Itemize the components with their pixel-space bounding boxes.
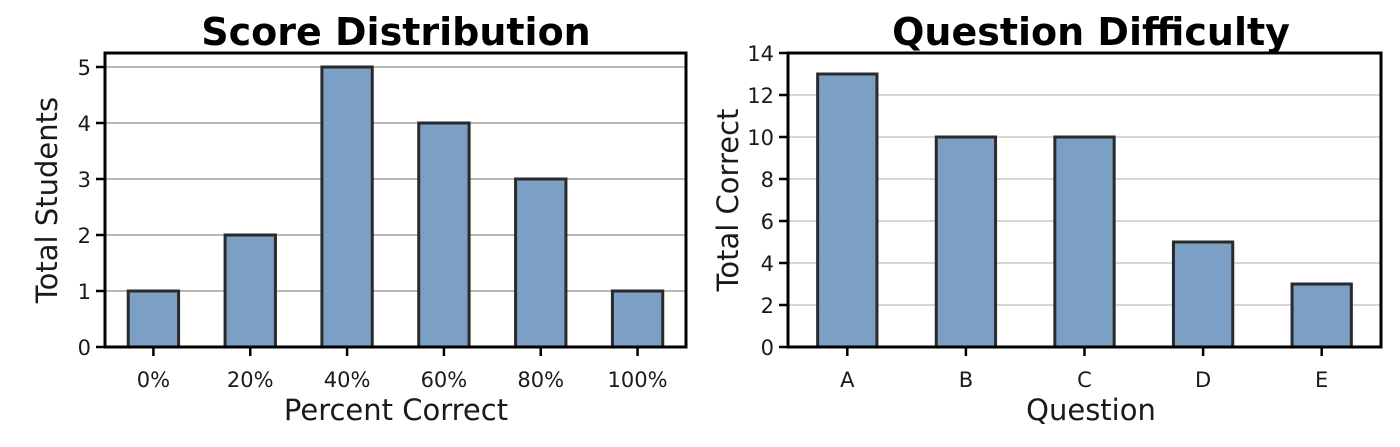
y-tick-label: 5 xyxy=(78,56,91,80)
y-axis-label-total-correct: Total Correct xyxy=(711,109,745,293)
score-distribution-plot: 0 1 2 3 4 5 0% 20% 40% 60% 80% 100% xyxy=(78,53,686,392)
bar-d xyxy=(1173,242,1232,347)
question-difficulty-chart: Question Difficulty Question Total Corre… xyxy=(711,10,1381,427)
x-tick-label: E xyxy=(1315,368,1328,392)
x-tick-label: A xyxy=(840,368,855,392)
question-difficulty-plot: 0 2 4 6 8 10 12 14 A B C D E xyxy=(747,42,1381,392)
chart-title-question-difficulty: Question Difficulty xyxy=(892,10,1290,54)
y-axis-label-total-students: Total Students xyxy=(30,97,64,304)
y-tick-label: 0 xyxy=(761,336,774,360)
y-tick-label: 14 xyxy=(747,42,774,66)
y-tick-label: 10 xyxy=(747,126,774,150)
bar-c xyxy=(1055,137,1114,347)
bar-40pct xyxy=(322,67,372,347)
y-tick-label: 12 xyxy=(747,84,774,108)
x-tick-label: 80% xyxy=(517,368,564,392)
bar-a xyxy=(818,74,877,347)
x-tick-label: C xyxy=(1077,368,1092,392)
y-tick-label: 2 xyxy=(78,224,91,248)
bar-60pct xyxy=(419,123,469,347)
bar-b xyxy=(936,137,995,347)
bar-100pct xyxy=(612,291,662,347)
y-tick-label: 1 xyxy=(78,280,91,304)
y-tick-label: 0 xyxy=(78,336,91,360)
x-axis-label-percent-correct: Percent Correct xyxy=(284,393,508,427)
y-tick-label: 3 xyxy=(78,168,91,192)
bar-0pct xyxy=(128,291,178,347)
score-distribution-chart: Score Distribution Percent Correct Total… xyxy=(30,10,686,427)
x-tick-label: D xyxy=(1195,368,1211,392)
y-tick-label: 4 xyxy=(78,112,91,136)
bar-e xyxy=(1292,284,1351,347)
x-tick-label: 40% xyxy=(324,368,371,392)
bar-80pct xyxy=(516,179,566,347)
y-tick-label: 6 xyxy=(761,210,774,234)
x-tick-label: 0% xyxy=(137,368,170,392)
y-tick-label: 4 xyxy=(761,252,774,276)
bar-20pct xyxy=(225,235,275,347)
x-axis-label-question: Question xyxy=(1026,393,1156,427)
y-tick-label: 8 xyxy=(761,168,774,192)
x-tick-label: B xyxy=(959,368,973,392)
plot-frame xyxy=(105,53,686,347)
chart-title-score-distribution: Score Distribution xyxy=(201,10,590,54)
x-tick-label: 100% xyxy=(608,368,668,392)
y-tick-label: 2 xyxy=(761,294,774,318)
x-tick-label: 20% xyxy=(227,368,274,392)
x-tick-label: 60% xyxy=(421,368,468,392)
